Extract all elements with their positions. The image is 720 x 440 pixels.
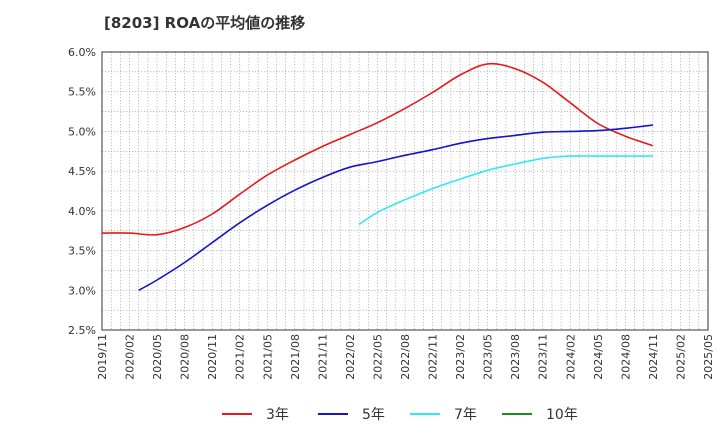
- y-tick-label: 4.0%: [68, 205, 96, 218]
- x-axis: 2019/11 2020/02 2020/05 2020/08 2020/11 2021/…: [96, 334, 715, 380]
- x-tick-label: 2020/02: [124, 334, 137, 380]
- x-tick-label: 2021/05: [261, 334, 274, 380]
- x-tick-label: 2024/02: [564, 334, 577, 380]
- x-tick-label: 2022/05: [371, 334, 384, 380]
- x-tick-label: 2021/08: [289, 334, 302, 380]
- x-tick-label: 2019/11: [96, 334, 109, 380]
- series-lines: [101, 62, 654, 292]
- series-line-3年: [101, 62, 654, 236]
- x-tick-label: 2025/02: [674, 334, 687, 380]
- y-tick-label: 5.0%: [68, 125, 96, 138]
- legend-label-10年: 10年: [546, 407, 578, 423]
- plot-frame: [101, 51, 709, 331]
- x-tick-label: 2022/08: [399, 334, 412, 380]
- x-tick-label: 2025/05: [702, 334, 715, 380]
- series-line-7年: [358, 155, 653, 226]
- x-tick-label: 2021/02: [234, 334, 247, 380]
- x-tick-label: 2022/11: [427, 334, 440, 380]
- x-tick-label: 2024/08: [619, 334, 632, 380]
- x-tick-label: 2023/08: [509, 334, 522, 380]
- x-tick-label: 2024/11: [647, 334, 660, 380]
- x-tick-label: 2020/08: [179, 334, 192, 380]
- y-tick-label: 3.5%: [68, 245, 96, 258]
- chart-title: [8203] ROAの平均値の推移: [104, 14, 306, 32]
- series-line-5年: [138, 124, 653, 292]
- legend-label-5年: 5年: [362, 407, 385, 423]
- y-tick-label: 4.5%: [68, 165, 96, 178]
- legend-label-7年: 7年: [454, 407, 477, 423]
- grid: [102, 52, 708, 330]
- x-tick-label: 2023/02: [454, 334, 467, 380]
- y-tick-label: 6.0%: [68, 46, 96, 59]
- x-tick-label: 2022/02: [344, 334, 357, 380]
- x-tick-label: 2024/05: [592, 334, 605, 380]
- x-tick-label: 2020/05: [151, 334, 164, 380]
- x-tick-label: 2020/11: [206, 334, 219, 380]
- y-tick-label: 2.5%: [68, 324, 96, 337]
- legend: 3年 5年 7年 10年: [222, 407, 578, 423]
- x-tick-label: 2023/11: [537, 334, 550, 380]
- x-tick-label: 2023/05: [482, 334, 495, 380]
- legend-label-3年: 3年: [266, 407, 289, 423]
- x-tick-label: 2021/11: [316, 334, 329, 380]
- y-tick-label: 5.5%: [68, 86, 96, 99]
- y-tick-label: 3.0%: [68, 284, 96, 297]
- y-axis: 2.5% 3.0% 3.5% 4.0% 4.5% 5.0% 5.5% 6.0%: [68, 46, 96, 337]
